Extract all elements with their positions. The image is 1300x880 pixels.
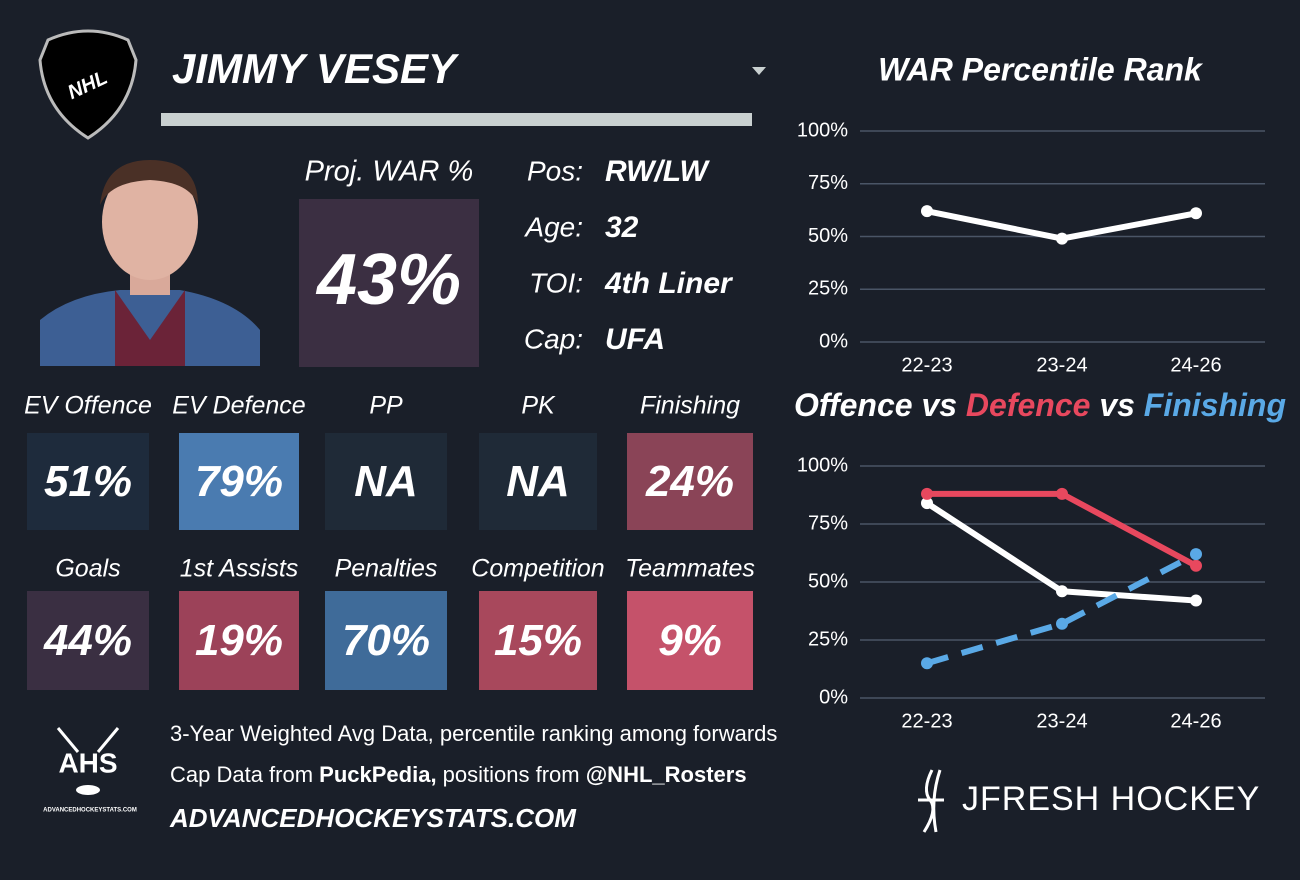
x-tick-label: 23-24: [1036, 710, 1087, 732]
info-value: 4th Liner: [604, 267, 734, 300]
info-value: UFA: [605, 323, 665, 356]
info-label: Pos:: [527, 155, 583, 186]
chart-title: Offence vs Defence vs Finishing: [794, 387, 1286, 423]
ahs-logo-text: AHS: [58, 747, 117, 778]
tile-label: Penalties: [335, 555, 438, 583]
point: [1056, 585, 1068, 598]
ahs-logo-site: ADVANCEDHOCKEYSTATS.COM: [43, 808, 137, 814]
y-tick-label: 100%: [797, 454, 848, 476]
y-tick-label: 50%: [808, 225, 848, 247]
title-series-name: Defence: [966, 387, 1091, 423]
player-name: JIMMY VESEY: [172, 45, 460, 92]
series-line: [926, 551, 1198, 667]
tile-value: 9%: [658, 616, 722, 665]
point: [921, 205, 933, 218]
proj-war-label: Proj. WAR %: [305, 156, 474, 188]
title-series-name: Finishing: [1144, 387, 1286, 423]
brand-logo: [918, 769, 944, 833]
source-link: PuckPedia,: [319, 762, 436, 787]
footer-note: 3-Year Weighted Avg Data, percentile ran…: [170, 721, 777, 746]
title-joiner: vs: [1099, 387, 1135, 423]
tile-label: Goals: [55, 555, 120, 583]
stat-tile: [179, 591, 299, 690]
tile-value: 19%: [195, 616, 283, 665]
proj-war-box: [299, 199, 479, 367]
tile-value: 70%: [342, 616, 430, 665]
point: [1190, 594, 1202, 607]
footer-source: Cap Data from PuckPedia, positions from …: [170, 762, 747, 787]
point: [1056, 232, 1068, 245]
point: [921, 657, 933, 670]
tile-label: PP: [369, 392, 403, 420]
info-value: RW/LW: [605, 155, 710, 188]
y-tick-label: 25%: [808, 628, 848, 650]
x-tick-label: 23-24: [1036, 354, 1087, 376]
x-tick-label: 22-23: [901, 354, 952, 376]
tile-label: EV Offence: [24, 392, 152, 420]
y-tick-label: 25%: [808, 278, 848, 300]
x-tick-label: 24-26: [1170, 710, 1221, 732]
name-underline: [161, 113, 752, 126]
info-label: Age:: [523, 211, 583, 242]
stat-tile: [179, 433, 299, 530]
info-label: TOI:: [529, 267, 583, 298]
point: [1190, 559, 1202, 572]
y-tick-label: 50%: [808, 570, 848, 592]
stat-tile: [627, 591, 753, 690]
brand-name: JFRESH HOCKEY: [962, 780, 1260, 818]
chart-title: WAR Percentile Rank: [878, 51, 1204, 87]
footer-site: ADVANCEDHOCKEYSTATS.COM: [169, 803, 577, 833]
tile-label: 1st Assists: [180, 555, 299, 583]
title-series-name: Offence: [794, 387, 913, 423]
x-tick-label: 22-23: [901, 710, 952, 732]
info-value: 32: [605, 211, 639, 244]
point: [1190, 207, 1202, 220]
stat-tile: [627, 433, 753, 530]
proj-war-value: 43%: [315, 240, 461, 320]
stat-tile: [27, 433, 149, 530]
y-tick-label: 0%: [819, 330, 848, 352]
dropdown-arrow[interactable]: [752, 67, 766, 75]
stat-tile: [325, 433, 447, 530]
source-text: Cap Data from: [170, 762, 319, 787]
source-text: positions from: [437, 762, 586, 787]
tile-value: NA: [354, 457, 418, 506]
y-tick-label: 75%: [808, 172, 848, 194]
point: [921, 487, 933, 500]
tile-label: Finishing: [640, 392, 740, 420]
tile-value: 79%: [195, 457, 283, 506]
point: [1190, 548, 1202, 561]
tile-value: 44%: [43, 616, 132, 665]
tile-value: 15%: [494, 616, 582, 665]
point: [1056, 617, 1068, 630]
player-photo: [40, 160, 260, 366]
tile-value: 51%: [44, 457, 132, 506]
tile-label: Teammates: [625, 555, 755, 583]
tile-label: EV Defence: [172, 392, 305, 420]
nhl-logo: [38, 29, 138, 140]
ahs-logo: AHS ADVANCEDHOCKEYSTATS.COM: [43, 727, 137, 814]
y-tick-label: 0%: [819, 686, 848, 708]
tile-value: NA: [506, 457, 570, 506]
y-tick-label: 100%: [797, 119, 848, 141]
title-joiner: vs: [921, 387, 957, 423]
y-tick-label: 75%: [808, 512, 848, 534]
stat-tile: [479, 591, 597, 690]
stat-tile: [27, 591, 149, 690]
info-label: Cap:: [524, 323, 583, 354]
tile-label: Competition: [471, 555, 604, 583]
stat-tile: [479, 433, 597, 530]
point: [1056, 487, 1068, 500]
point: [921, 497, 933, 510]
source-link: @NHL_Rosters: [586, 762, 747, 787]
tile-value: 24%: [645, 457, 734, 506]
tile-label: PK: [521, 392, 556, 420]
x-tick-label: 24-26: [1170, 354, 1221, 376]
stat-tile: [325, 591, 447, 690]
